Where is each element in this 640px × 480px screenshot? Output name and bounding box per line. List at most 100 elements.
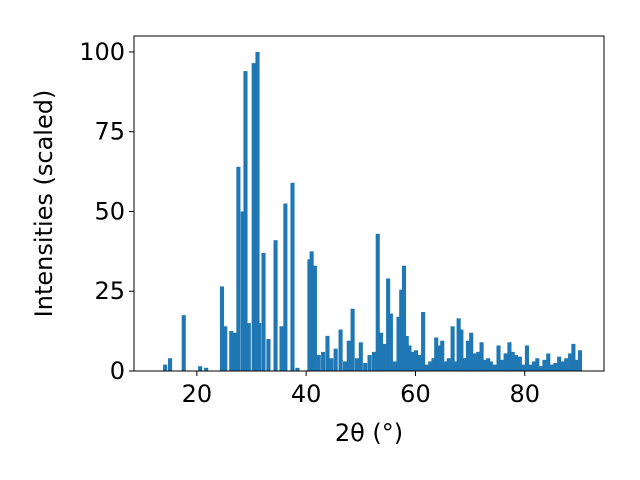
- bar: [261, 252, 266, 371]
- bar: [465, 340, 470, 371]
- bar: [488, 361, 493, 371]
- bar: [358, 342, 363, 371]
- bars-group: [163, 51, 582, 372]
- bar: [453, 361, 458, 371]
- bar: [507, 342, 512, 371]
- bar: [266, 339, 271, 371]
- bar: [375, 233, 380, 371]
- bar: [424, 364, 429, 371]
- bar: [459, 329, 464, 371]
- bar: [574, 359, 579, 371]
- bar: [382, 343, 387, 371]
- bar: [363, 363, 368, 371]
- bar: [257, 323, 262, 371]
- bar: [443, 361, 448, 371]
- x-tick-label: 40: [291, 380, 322, 408]
- bar: [479, 342, 484, 371]
- bar: [564, 358, 569, 371]
- y-tick-label: 75: [94, 118, 125, 146]
- bar: [350, 308, 355, 371]
- bar: [321, 351, 326, 371]
- x-axis-label: 2θ (°): [335, 419, 403, 447]
- bar: [553, 363, 558, 371]
- bar: [535, 358, 540, 371]
- x-tick-label: 80: [509, 380, 540, 408]
- bar: [472, 353, 477, 371]
- bar: [476, 351, 481, 371]
- bar: [528, 364, 533, 371]
- bar: [407, 345, 412, 371]
- bar: [410, 351, 415, 371]
- bar: [440, 340, 445, 371]
- bar: [273, 240, 278, 371]
- bar: [450, 326, 455, 371]
- bar: [236, 166, 241, 371]
- bar: [571, 343, 576, 371]
- y-axis-label: Intensities (scaled): [30, 90, 58, 318]
- bar: [279, 326, 284, 371]
- bar: [399, 289, 404, 371]
- bar: [492, 364, 497, 371]
- bar: [503, 353, 508, 371]
- bar: [510, 351, 515, 371]
- bar: [532, 361, 537, 371]
- bar: [486, 358, 491, 371]
- bar: [577, 350, 582, 371]
- bar: [325, 335, 330, 371]
- bar: [342, 361, 347, 371]
- bar: [240, 211, 245, 371]
- bar: [550, 364, 555, 371]
- y-tick-label: 100: [79, 38, 125, 66]
- bar: [557, 356, 562, 371]
- bar: [560, 361, 565, 371]
- bar: [546, 353, 551, 371]
- bar: [219, 286, 225, 371]
- bar: [223, 326, 228, 371]
- bar: [517, 356, 522, 371]
- bar: [431, 358, 436, 371]
- bar: [396, 316, 401, 371]
- bar: [496, 345, 501, 371]
- bar: [462, 358, 467, 371]
- bar: [513, 355, 519, 371]
- bar: [283, 203, 288, 371]
- bar: [401, 265, 407, 371]
- y-tick-label: 25: [94, 277, 125, 305]
- bar: [229, 331, 234, 371]
- bar: [307, 259, 312, 371]
- bar: [163, 364, 168, 371]
- bar: [524, 345, 529, 371]
- bar: [251, 63, 256, 372]
- bar: [295, 367, 300, 371]
- bar: [243, 71, 248, 371]
- bar: [204, 367, 209, 371]
- bar: [542, 359, 547, 371]
- bar: [246, 323, 251, 371]
- bar: [428, 361, 433, 371]
- bar: [316, 355, 321, 371]
- bar: [436, 345, 441, 371]
- bar: [413, 350, 419, 371]
- bar: [417, 355, 422, 371]
- bar: [538, 366, 543, 371]
- bar: [482, 359, 487, 371]
- y-tick-label: 50: [94, 197, 125, 225]
- bar: [404, 335, 409, 371]
- bar: [255, 51, 260, 371]
- plot-frame: [133, 35, 605, 372]
- bar: [521, 364, 526, 371]
- bar: [338, 329, 343, 371]
- bar: [354, 358, 360, 371]
- bar: [499, 359, 504, 371]
- bar: [290, 182, 295, 371]
- bar: [333, 348, 338, 371]
- x-axis: 20 40 60 80: [182, 371, 540, 408]
- bar: [434, 337, 439, 371]
- bar: [386, 278, 391, 371]
- bar: [232, 332, 237, 371]
- bar: [346, 340, 351, 371]
- bar: [312, 265, 317, 371]
- x-tick-label: 20: [182, 380, 213, 408]
